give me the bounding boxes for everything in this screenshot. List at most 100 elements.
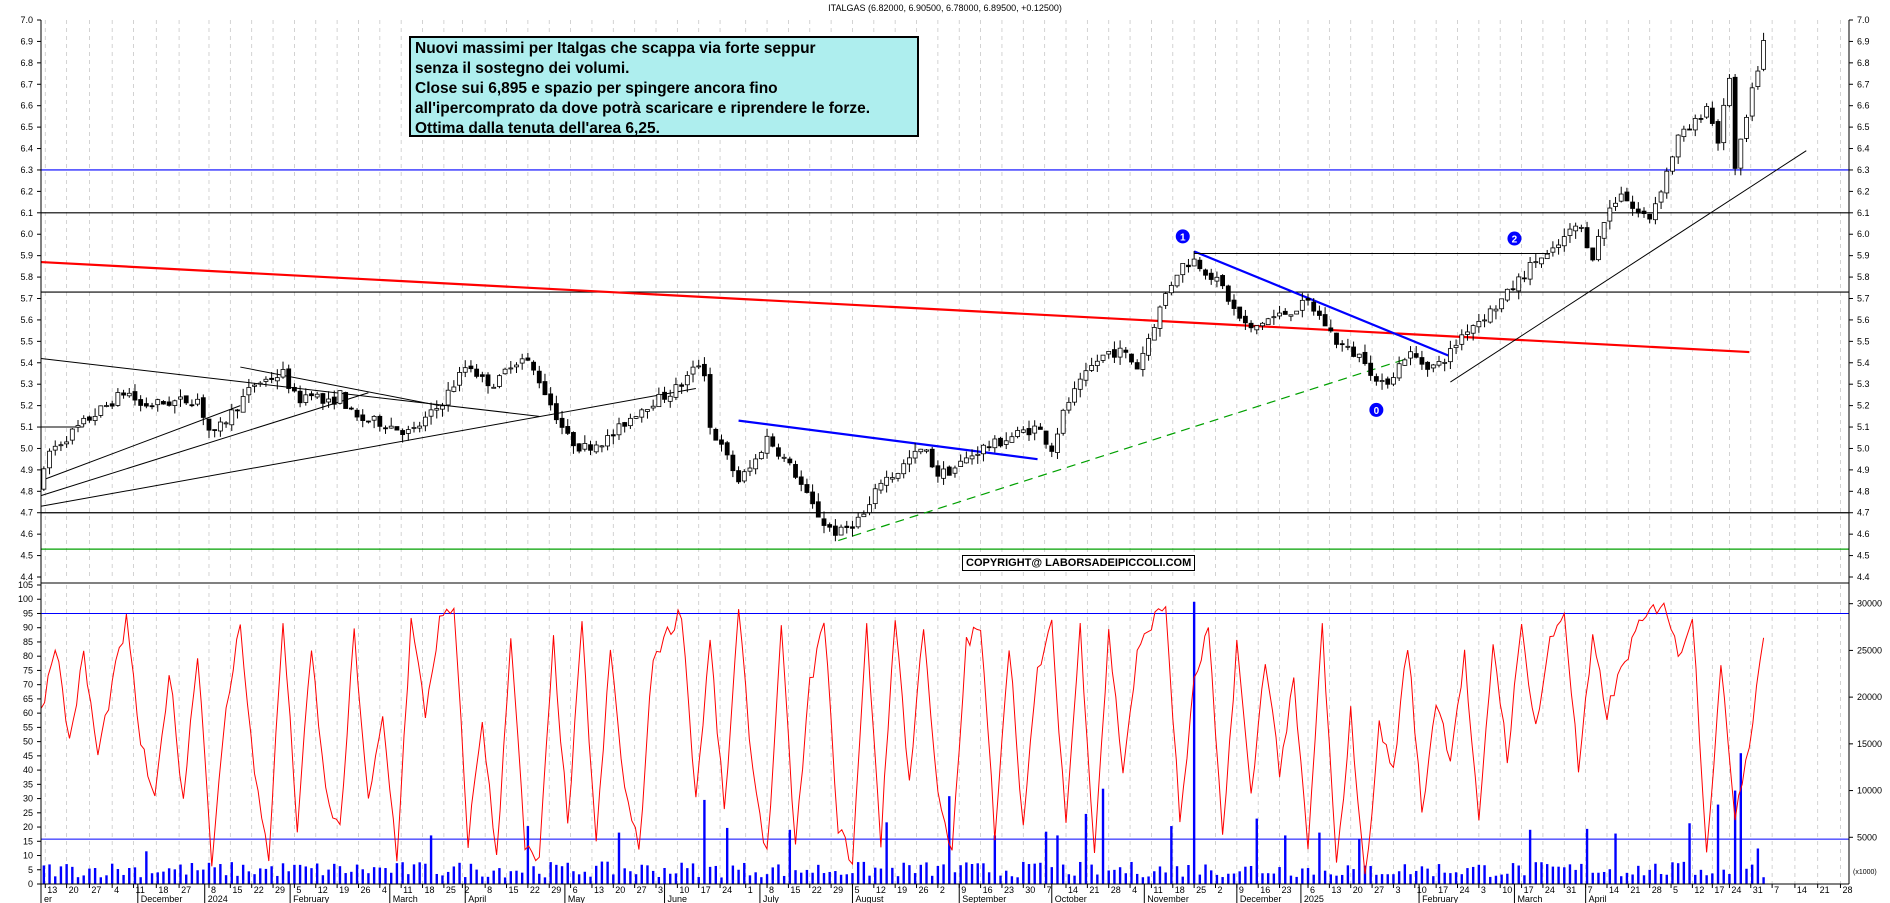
volume-bar [344,873,347,884]
annotation-line: all'ipercomprato da dove potrà scaricare… [415,100,871,117]
candle-body [422,416,428,427]
x-day-label: 6 [573,885,578,895]
candle-body [582,443,588,450]
volume-bar [612,874,615,884]
candle-body [1123,349,1129,353]
volume-bar [1175,866,1179,884]
volume-bar [800,872,803,884]
volume-bar [253,874,256,884]
candle-body [1220,275,1226,287]
candle-body [1493,308,1499,312]
volume-bar [1762,877,1765,884]
candle-body [1470,325,1476,334]
volume-bar [1255,818,1258,884]
x-month-label: April [468,894,486,903]
candle-body [1146,338,1151,356]
volume-bar [475,869,478,884]
volume-bar [1380,874,1384,884]
volume-bar [93,868,97,884]
candle-body [360,414,366,421]
x-month-label: March [1517,894,1542,903]
candle-body [263,378,269,382]
volume-bar [1005,870,1008,884]
x-day-label: 2 [1217,885,1222,895]
volume-bar [595,865,598,884]
x-day-label: 11 [1153,885,1162,895]
candle-body [1151,327,1157,341]
candle-body [832,525,838,536]
candle-body [946,466,952,476]
candle-body [1197,259,1203,270]
x-day-label: 26 [360,885,370,895]
y-tick-label: 7.0 [20,15,33,25]
volume-bar [1215,874,1219,884]
volume-bar [1084,813,1088,884]
volume-bar [1489,876,1492,884]
volume-bar [1249,866,1253,884]
y-tick-label: 5000 [1857,832,1877,842]
annotation-line: Ottima dalla tenuta dell'area 6,25. [415,120,660,137]
candle-body [764,435,770,454]
candle-body [975,453,981,456]
volume-bar [555,864,558,884]
volume-bar [1096,874,1099,884]
candle-body [850,526,855,529]
volume-bar [492,870,495,884]
candle-body [1157,306,1163,329]
candle-body [1590,247,1596,261]
volume-bar [1688,823,1691,884]
candle-body [844,525,850,528]
y-tick-label: 5.3 [1857,379,1870,389]
volume-bar [737,869,740,884]
y-tick-label: 95 [23,608,33,618]
volume-bar [1403,864,1407,884]
candle-body [536,370,542,384]
candle-body [1561,236,1567,247]
y-tick-label: 5.4 [20,358,33,368]
candle-body [1465,331,1470,335]
candle-body [1009,436,1015,443]
volume-bar [1540,862,1543,884]
volume-bar [936,865,940,884]
y-tick-label: 6.8 [20,58,33,68]
x-day-label: 4 [382,885,387,895]
y-tick-label: 6.6 [20,101,33,111]
x-day-label: 29 [551,885,561,895]
volume-bar [754,872,757,884]
x-day-label: 16 [983,885,993,895]
x-day-label: 16 [1260,885,1270,895]
candle-body [730,454,736,472]
oscillator-y-axis-left: 0 5 10 15 20 25 30 35 40 45 50 55 60 65 70 75 80 85 90 95 10… [18,580,41,889]
volume-bar [902,862,905,884]
x-day-label: 15 [509,885,519,895]
candle-body [542,381,548,396]
x-day-label: 12 [318,885,328,895]
candle-body [1550,247,1556,253]
volume-bar [1551,866,1555,884]
candle-body [758,452,764,460]
candle-body [1294,310,1300,315]
x-day-label: 9 [961,885,966,895]
x-day-label: 5 [296,885,301,895]
volume-bar [765,874,769,884]
volume-bar [1107,870,1110,884]
y-tick-label: 20 [23,822,33,832]
y-tick-label: 20000 [1857,692,1882,702]
x-day-label: 17 [1714,885,1724,895]
volume-bar [822,873,826,884]
candle-body [1721,104,1727,144]
candle-body [1186,264,1191,268]
candle-body [366,420,371,423]
x-day-label: 14 [1609,885,1619,895]
volume-bar [520,872,524,884]
trendline [738,419,1038,461]
volume-bar [310,868,313,884]
x-day-label: 25 [446,885,456,895]
volume-bar [355,864,359,884]
candle-body [827,524,833,528]
volume-bar [1500,874,1503,884]
y-tick-label: 5.4 [1857,358,1870,368]
x-day-label: 23 [1004,885,1014,895]
candle-body [941,468,946,479]
